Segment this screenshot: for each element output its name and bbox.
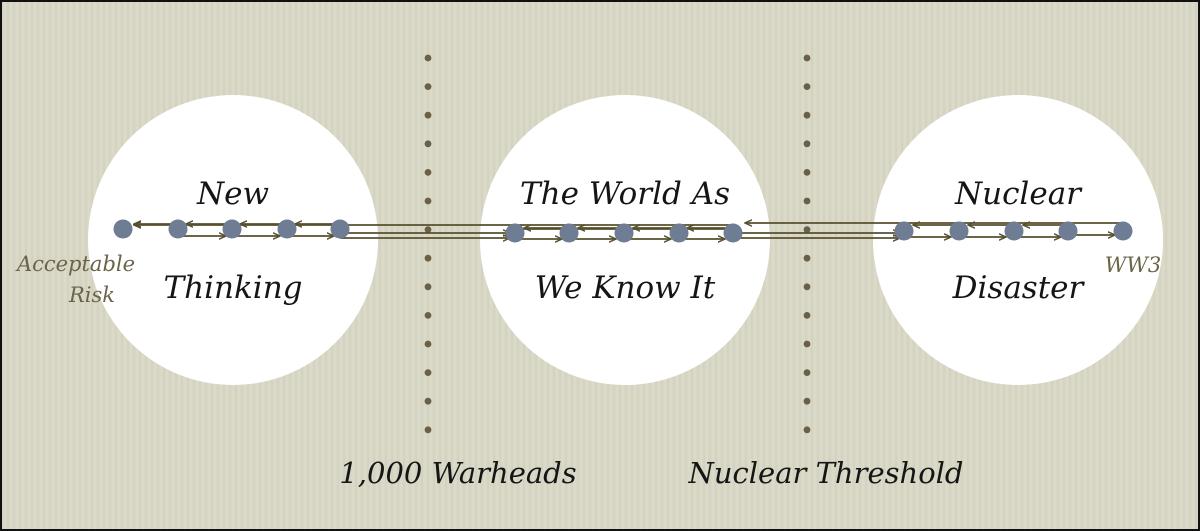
divider-dot [424,426,432,434]
divider-label-threshold: Nuclear Threshold [687,456,963,490]
node-3 [222,219,242,239]
divider-dot [803,426,811,434]
divider-dot [803,369,811,376]
endpoint-ww3-label: WW3 [1105,253,1162,277]
circle-world-line1: The World As [520,176,730,212]
circle-new-thinking [88,95,378,385]
divider-dot [803,140,811,148]
endpoint-acceptable-label: Acceptable [15,252,135,276]
divider-dot [424,226,432,234]
circle-new-thinking-line2: Thinking [163,270,302,306]
divider-dot [803,54,811,62]
divider-dot [803,312,811,319]
divider-dot [803,254,811,262]
divider-dot [424,312,432,319]
circle-nuclear-line1: Nuclear [954,176,1083,212]
node-8 [614,223,634,243]
circle-world-line2: We Know It [535,270,716,306]
divider-dot [803,340,811,348]
node-1 [113,219,133,239]
divider-dot [803,111,811,119]
divider-dot [424,283,432,291]
divider-lines [424,54,811,434]
divider-dot [424,140,432,148]
node-6 [505,223,525,243]
node-7 [559,223,579,243]
node-9 [669,223,689,243]
divider-dot [424,369,432,376]
divider-dot [803,169,811,176]
divider-dot [803,283,811,291]
divider-dot [803,226,811,234]
circle-nuclear-disaster [873,95,1163,385]
divider-dot [424,397,432,405]
divider-dot [424,254,432,262]
node-2 [168,219,188,239]
node-14 [1058,221,1078,241]
divider-dot [424,83,432,90]
divider-dot [424,340,432,348]
node-11 [894,221,914,241]
node-13 [1004,221,1024,241]
divider-dot [424,54,432,62]
divider-dot [424,197,432,205]
circle-nuclear-line2: Disaster [952,270,1086,306]
divider-dot [424,169,432,176]
node-15 [1113,221,1133,241]
circle-new-thinking-line1: New [196,176,269,212]
divider-dot [803,197,811,205]
endpoint-risk-label: Risk [68,283,115,307]
divider-dot [803,397,811,405]
divider-dot [424,111,432,119]
node-5 [330,219,350,239]
node-12 [949,221,969,241]
node-10 [723,223,743,243]
divider-label-warheads: 1,000 Warheads [339,456,576,490]
divider-dot [803,83,811,90]
node-group [113,219,1133,243]
node-4 [277,219,297,239]
